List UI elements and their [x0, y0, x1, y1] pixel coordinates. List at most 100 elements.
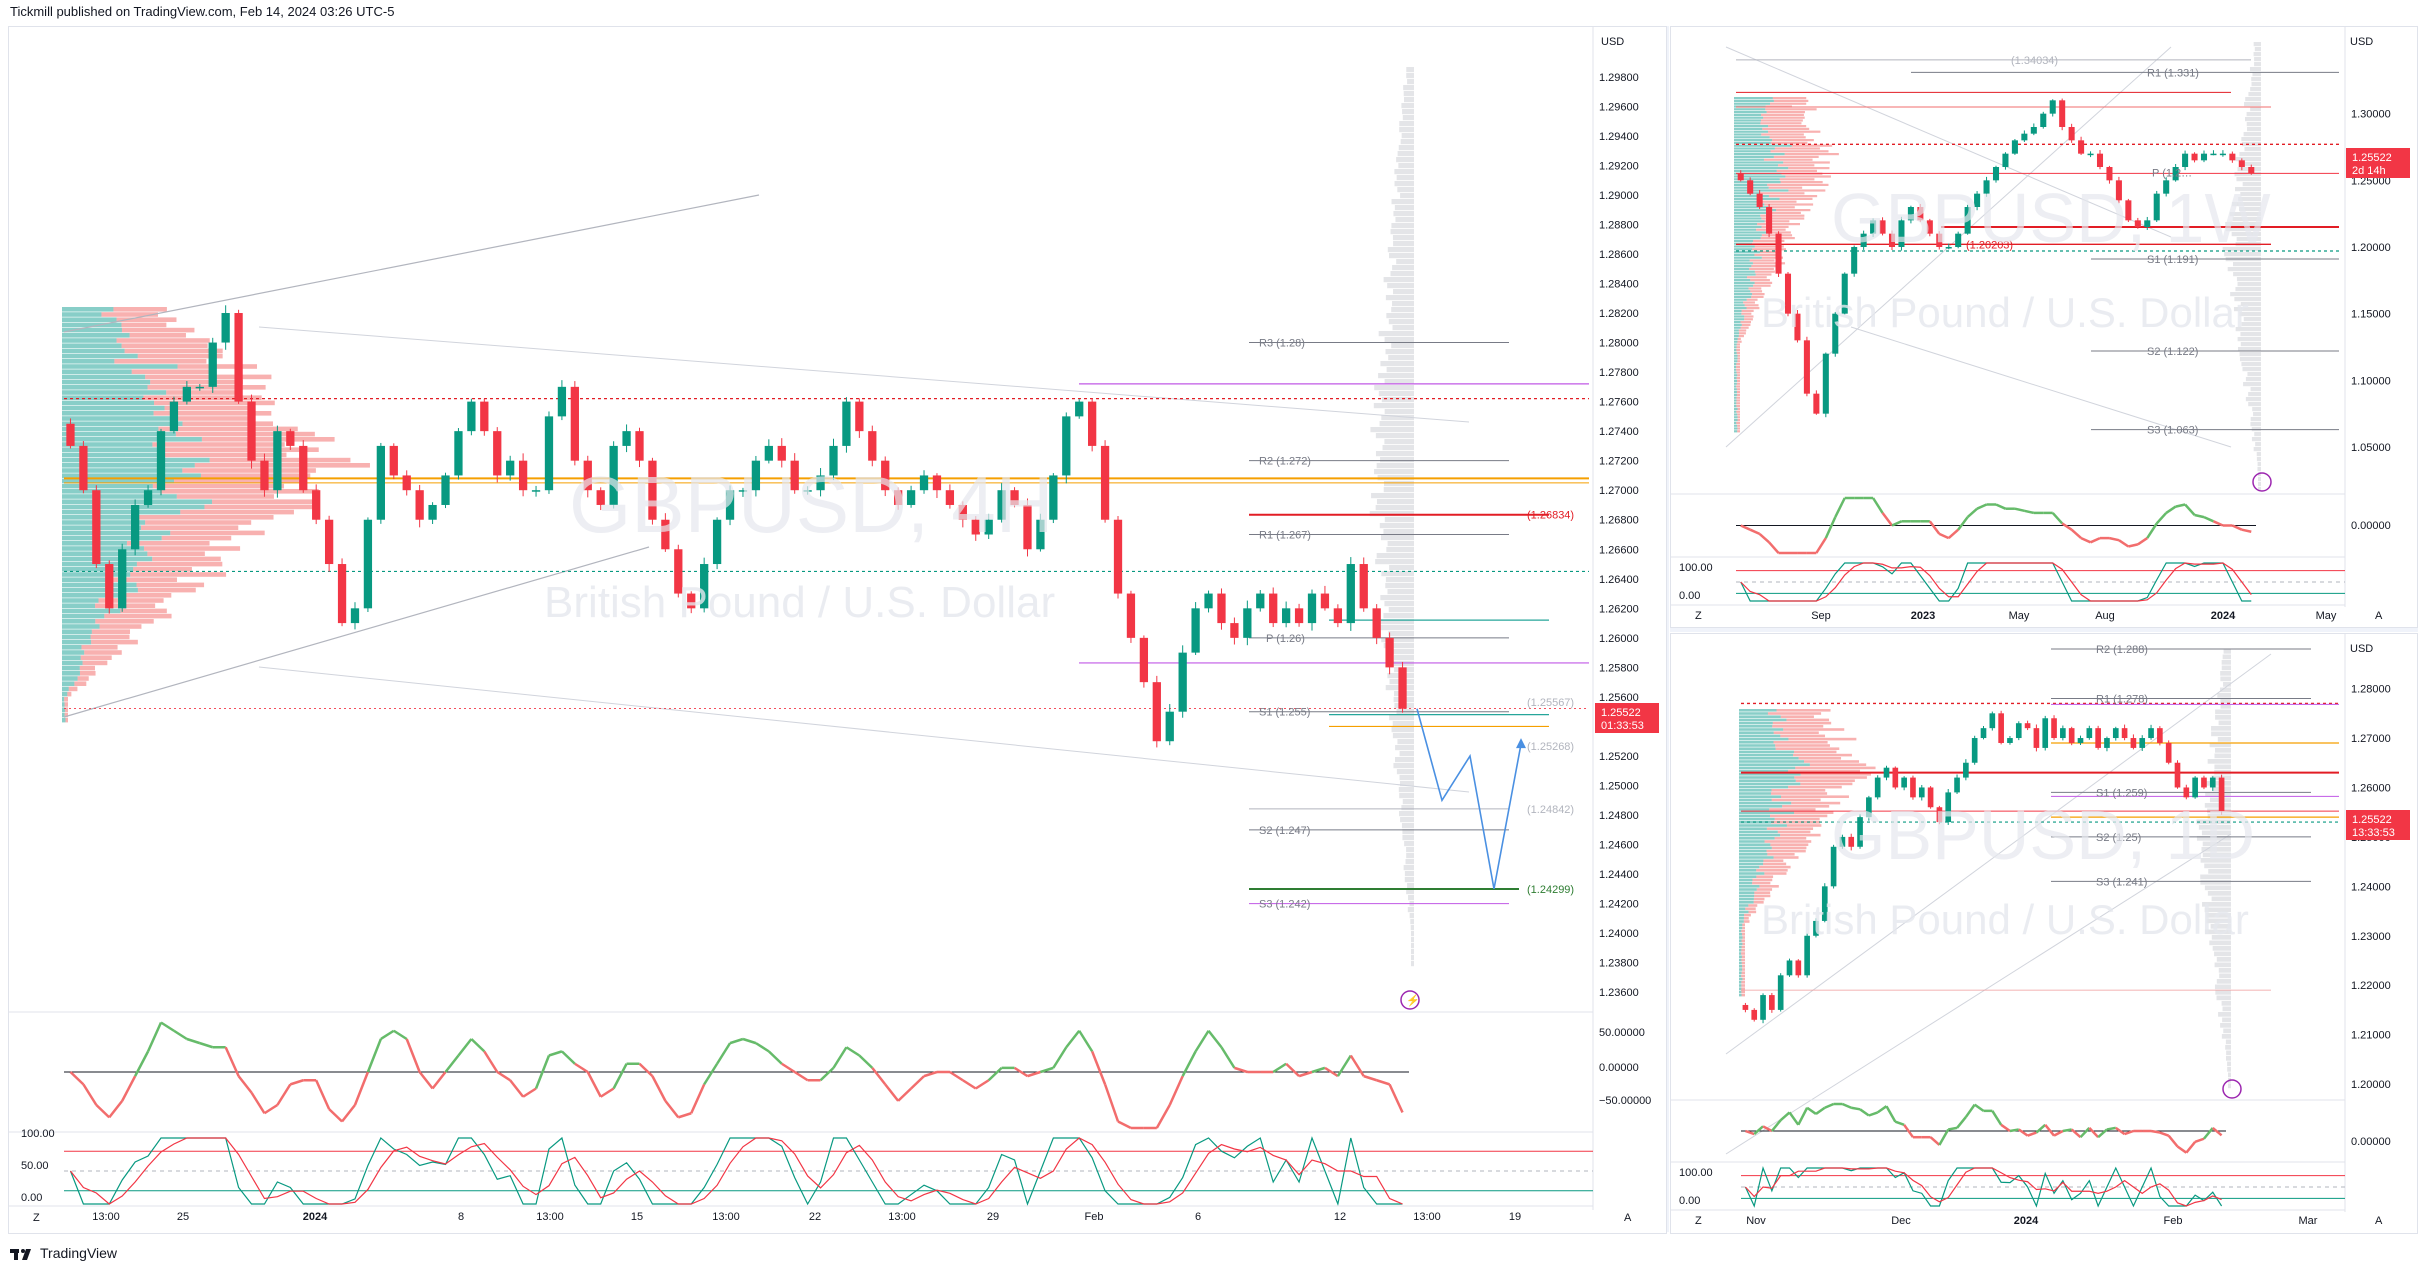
momentum-segment	[586, 1071, 602, 1098]
z-button[interactable]: Z	[33, 1212, 40, 1224]
profile-bar-buy	[1734, 421, 1737, 424]
profile-bar-buy	[1739, 731, 1774, 734]
candle-body	[2144, 220, 2151, 227]
profile-bar-sell	[1773, 741, 1828, 744]
profile-bar-sell	[182, 421, 273, 426]
daily-chart-panel[interactable]: 1.280001.270001.260001.250001.240001.230…	[1670, 633, 2418, 1234]
profile-bar-buy	[1739, 750, 1794, 754]
right-profile-bar	[1396, 157, 1414, 163]
main-chart-panel[interactable]: 1.29800 1.29600 1.29400 1.29200 1.29000 1.288…	[8, 26, 1667, 1234]
profile-bar-sell	[1742, 977, 1745, 981]
candle-body	[1945, 792, 1952, 823]
symbol-watermark: GBPUSD, 4H	[569, 460, 1054, 549]
profile-bar-buy	[1734, 153, 1785, 156]
right-profile-bar	[1387, 589, 1414, 595]
candle-body	[1372, 608, 1381, 638]
stoch-k-line	[69, 1136, 1403, 1207]
right-profile-bar	[2257, 462, 2261, 467]
weekly-momentum-pane: 0.00000	[1671, 493, 2391, 555]
daily-right-profile	[2196, 649, 2231, 1089]
profile-bar-sell	[1753, 897, 1765, 901]
weekly-volume-profile	[1734, 97, 1839, 433]
right-profile-bar	[2244, 102, 2261, 107]
right-profile-bar	[1380, 535, 1414, 541]
lightning-icon[interactable]	[1400, 990, 1420, 1010]
profile-bar-sell	[1772, 97, 1807, 100]
profile-bar-sell	[1742, 923, 1745, 926]
weekly-chart-panel[interactable]: 1.30000 1.25000 1.20000 1.15000 1.10000 1.050…	[1670, 26, 2418, 628]
candle-body	[195, 386, 204, 389]
profile-bar-sell	[1738, 329, 1747, 332]
right-profile-bar	[1386, 367, 1414, 373]
momentum-segment	[199, 1041, 214, 1049]
profile-bar-buy	[62, 712, 65, 718]
price-tick-label: 1.29200	[1599, 160, 1639, 172]
main-chart-svg[interactable]: 1.29800 1.29600 1.29400 1.29200 1.29000 1.288…	[9, 27, 1666, 1233]
right-profile-bar	[1396, 259, 1414, 265]
candle-body	[2049, 100, 2056, 114]
profile-bar-sell	[1741, 981, 1745, 984]
candle-body	[1901, 777, 1907, 788]
weekly-a-button[interactable]: A	[2375, 610, 2383, 622]
profile-bar-sell	[1772, 139, 1814, 142]
tradingview-brand[interactable]: TradingView	[40, 1245, 118, 1261]
right-profile-bar	[1399, 793, 1414, 799]
tradingview-logo-icon[interactable]	[10, 1247, 36, 1261]
profile-bar-sell	[1753, 284, 1771, 287]
momentum-segment	[418, 1071, 434, 1090]
profile-bar-buy	[1734, 321, 1741, 324]
profile-bar-buy	[1739, 769, 1789, 773]
profile-bar-sell	[1742, 965, 1745, 968]
right-profile-bar	[1389, 253, 1414, 259]
time-tick-label: Nov	[1746, 1215, 1766, 1227]
right-profile-bar	[2204, 907, 2231, 913]
right-profile-bar	[2201, 847, 2231, 852]
right-profile-bar	[1392, 325, 1414, 331]
profile-bar-buy	[1739, 961, 1742, 965]
weekly-lightning-icon[interactable]	[2252, 472, 2272, 492]
profile-bar-sell	[176, 494, 274, 499]
weekly-chart-svg[interactable]: 1.30000 1.25000 1.20000 1.15000 1.10000 1.050…	[1671, 27, 2417, 627]
right-profile-bar	[2249, 67, 2261, 72]
right-profile-bar	[2255, 442, 2261, 447]
profile-bar-buy	[1739, 776, 1795, 779]
profile-bar-buy	[1739, 734, 1781, 738]
a-button[interactable]: A	[1624, 1212, 1632, 1224]
momentum-segment	[95, 1104, 111, 1119]
price-tick-label: 1.23600	[1599, 987, 1639, 999]
profile-bar-sell	[1763, 158, 1813, 161]
daily-z-button[interactable]: Z	[1695, 1215, 1702, 1227]
profile-bar-buy	[1739, 910, 1749, 914]
right-profile-bar	[1404, 841, 1414, 847]
profile-bar-sell	[1777, 830, 1811, 834]
candle-body	[105, 564, 114, 609]
candle-body	[1139, 637, 1149, 683]
daily-a-button[interactable]: A	[2375, 1215, 2383, 1227]
pivot-label-r1: R1 (1.331)	[2147, 67, 2199, 79]
right-profile-bar	[1374, 469, 1414, 475]
daily-price-axis: 1.280001.270001.260001.250001.240001.230…	[2344, 634, 2391, 1212]
profile-bar-buy	[62, 697, 65, 702]
momentum-segment	[224, 1046, 240, 1077]
profile-bar-sell	[175, 431, 315, 437]
daily-chart-svg[interactable]: 1.280001.270001.260001.250001.240001.230…	[1671, 634, 2417, 1233]
daily-lightning-icon[interactable]	[2222, 1079, 2242, 1099]
profile-bar-sell	[77, 676, 89, 681]
right-profile-bar	[1404, 877, 1414, 883]
profile-bar-sell	[1736, 377, 1740, 380]
candle-body	[428, 504, 437, 520]
profile-bar-buy	[1734, 155, 1774, 158]
profile-bar-sell	[1770, 843, 1809, 846]
profile-bar-buy	[1734, 178, 1780, 181]
candle-body	[958, 504, 967, 520]
right-profile-bar	[2222, 1017, 2231, 1023]
right-profile-bar	[2250, 417, 2261, 422]
weekly-z-button[interactable]: Z	[1695, 610, 1702, 622]
profile-bar-sell	[1766, 111, 1805, 114]
candle-body	[2115, 180, 2122, 201]
profile-bar-buy	[62, 551, 148, 556]
right-profile-bar	[2235, 187, 2261, 192]
profile-bar-buy	[1734, 158, 1764, 161]
time-tick-label: May	[2009, 610, 2030, 622]
momentum-segment	[2231, 524, 2243, 531]
